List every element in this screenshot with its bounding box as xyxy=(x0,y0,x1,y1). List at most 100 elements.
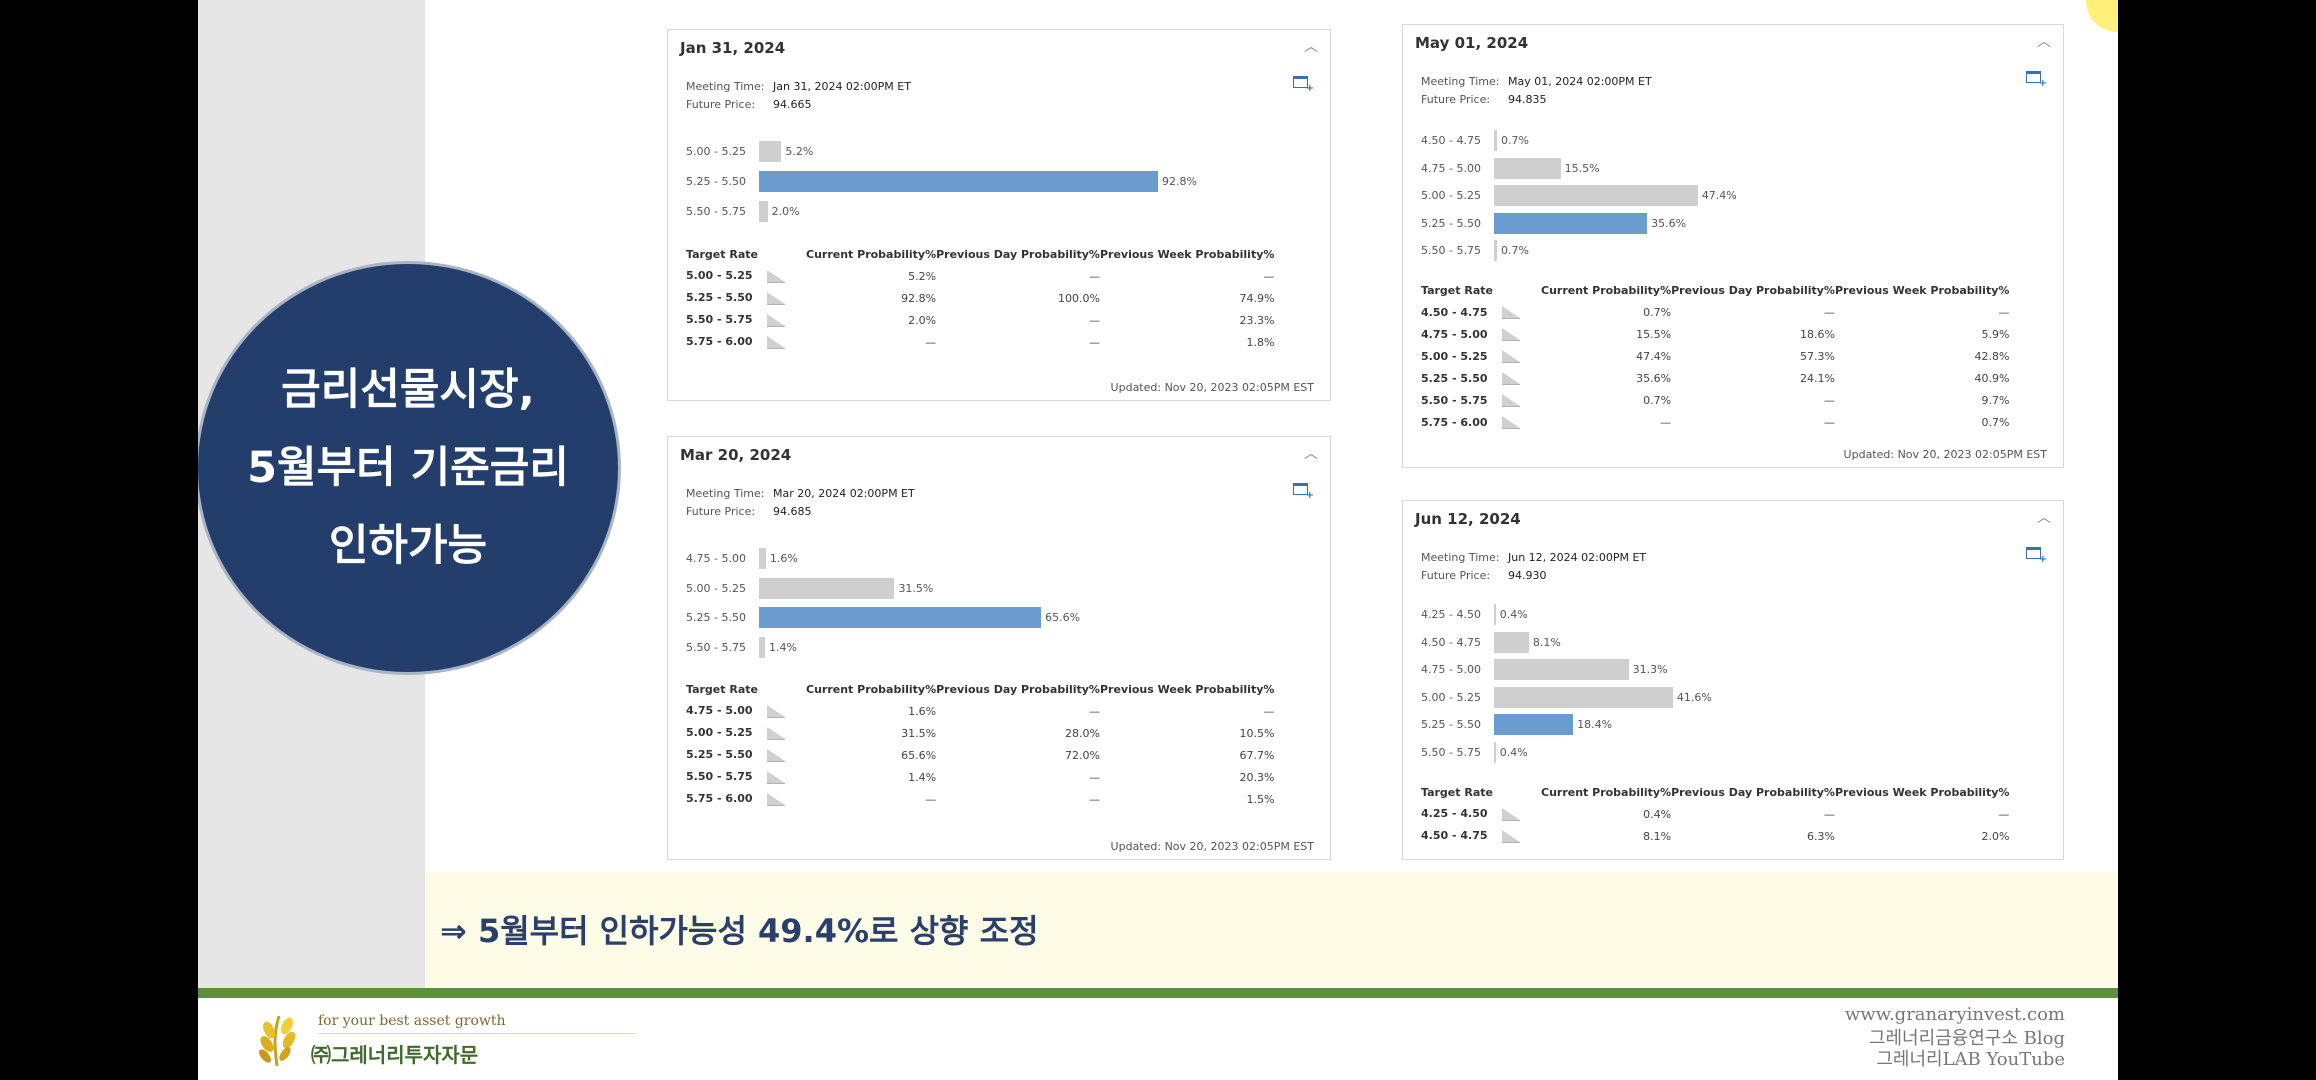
previous-week-probability-cell: 1.8% xyxy=(1246,335,1275,349)
trend-chart-icon[interactable] xyxy=(766,269,785,283)
current-probability-cell: 31.5% xyxy=(901,726,937,740)
previous-week-probability-cell: 23.3% xyxy=(1239,313,1275,327)
add-to-calendar-icon[interactable] xyxy=(1293,76,1314,94)
trend-chart-icon[interactable] xyxy=(1501,372,1520,386)
trend-chart-icon[interactable] xyxy=(1501,350,1520,364)
trend-chart-icon[interactable] xyxy=(1501,328,1520,342)
previous-day-probability-header[interactable]: Previous Day Probability% xyxy=(936,247,1100,261)
summary-note-bar: ⇒ 5월부터 인하가능성 49.4%로 상향 조정 xyxy=(425,872,2118,988)
target-rate-value: 5.50 - 5.75 xyxy=(1421,393,1488,407)
probability-table: Target Rate Current Probability% Previous … xyxy=(686,243,1274,353)
meeting-time-row: Meeting Time: Jan 31, 2024 02:00PM ET xyxy=(686,80,911,93)
bar-value-label: 0.7% xyxy=(1501,134,1529,147)
previous-day-probability-cell: — xyxy=(1088,313,1100,327)
current-probability-cell: 15.5% xyxy=(1636,328,1672,341)
updated-timestamp: Updated: Nov 20, 2023 02:05PM EST xyxy=(1110,381,1314,394)
bar-value-label: 35.6% xyxy=(1651,216,1687,230)
previous-day-probability-cell: 6.3% xyxy=(1807,829,1835,843)
trend-chart-icon[interactable] xyxy=(766,704,785,718)
add-to-calendar-icon[interactable] xyxy=(1293,483,1314,501)
wheat-logo-icon xyxy=(259,1015,296,1067)
trend-chart-icon[interactable] xyxy=(766,748,785,762)
previous-week-probability-header[interactable]: Previous Week Probability% xyxy=(1834,284,2010,297)
add-to-calendar-icon[interactable] xyxy=(2026,547,2047,565)
current-probability-header[interactable]: Current Probability% xyxy=(806,682,937,696)
trend-chart-icon[interactable] xyxy=(766,770,785,784)
target-rate-cell: 5.50 - 5.75 xyxy=(686,309,806,331)
previous-week-probability-cell: 1.5% xyxy=(1246,792,1275,806)
table-row: 5.75 - 6.00 — — 0.7% xyxy=(1421,412,2009,434)
target-rate-cell: 5.00 - 5.25 xyxy=(686,265,806,287)
trend-chart-icon[interactable] xyxy=(1501,394,1520,408)
probability-bar xyxy=(1494,157,1561,179)
trend-chart-icon[interactable] xyxy=(1501,829,1520,843)
previous-day-probability-header[interactable]: Previous Day Probability% xyxy=(1671,284,1835,297)
website-link[interactable]: www.granaryinvest.com xyxy=(1844,1004,2065,1025)
bar-value-label: 18.4% xyxy=(1577,718,1613,731)
bar-range-label: 4.75 - 5.00 xyxy=(1421,161,1481,175)
probability-bar xyxy=(759,201,768,222)
previous-week-probability-cell: 40.9% xyxy=(1974,372,2010,385)
probability-bar xyxy=(759,141,782,162)
target-rate-header[interactable]: Target Rate xyxy=(1421,785,1493,799)
trend-chart-icon[interactable] xyxy=(1501,306,1520,320)
target-rate-value: 5.50 - 5.75 xyxy=(686,313,753,327)
table-row: 5.50 - 5.75 0.7% — 9.7% xyxy=(1421,390,2009,412)
tagline-rule xyxy=(318,1033,636,1034)
previous-week-probability-cell: 9.7% xyxy=(1981,394,2010,407)
trend-chart-icon[interactable] xyxy=(766,726,785,740)
collapse-chevron-icon[interactable]: ︿ xyxy=(1304,39,1318,55)
probability-table: Target Rate Current Probability% Previous … xyxy=(1421,280,2009,434)
previous-week-probability-header[interactable]: Previous Week Probability% xyxy=(1099,682,1275,696)
previous-day-probability-cell: — xyxy=(1088,269,1100,283)
current-probability-header[interactable]: Current Probability% xyxy=(1541,284,1672,297)
probability-bar xyxy=(1494,714,1574,735)
target-rate-header[interactable]: Target Rate xyxy=(686,682,758,696)
trend-chart-icon[interactable] xyxy=(766,313,785,327)
add-to-calendar-icon[interactable] xyxy=(2026,71,2047,89)
previous-day-probability-cell: 100.0% xyxy=(1058,291,1100,305)
target-rate-header[interactable]: Target Rate xyxy=(1421,284,1493,297)
target-rate-value: 4.25 - 4.50 xyxy=(1421,807,1488,821)
target-rate-header[interactable]: Target Rate xyxy=(686,247,758,261)
meeting-time-value: Jan 31, 2024 02:00PM ET xyxy=(773,80,911,93)
previous-day-probability-header[interactable]: Previous Day Probability% xyxy=(1671,785,1835,799)
previous-week-probability-header[interactable]: Previous Week Probability% xyxy=(1834,785,2010,799)
previous-week-probability-header[interactable]: Previous Week Probability% xyxy=(1099,247,1275,261)
target-rate-cell: 4.50 - 4.75 xyxy=(1421,825,1541,847)
probability-bar xyxy=(759,636,766,658)
current-probability-header[interactable]: Current Probability% xyxy=(806,247,937,261)
collapse-chevron-icon[interactable]: ︿ xyxy=(2037,34,2051,50)
previous-week-probability-cell: 10.5% xyxy=(1239,726,1275,740)
fomc-panel-jan-31: Jan 31, 2024 ︿ Meeting Time: Jan 31, 2024 0… xyxy=(667,29,1331,401)
future-price-value: 94.835 xyxy=(1508,93,1547,106)
table-row: 5.25 - 5.50 92.8% 100.0% 74.9% xyxy=(686,287,1274,309)
youtube-link[interactable]: 그레너리LAB YouTube xyxy=(1876,1049,2065,1070)
previous-week-probability-cell: — xyxy=(1263,269,1275,283)
previous-day-probability-cell: 28.0% xyxy=(1065,726,1100,740)
target-rate-cell: 5.00 - 5.25 xyxy=(1421,346,1541,368)
bar-range-label: 5.00 - 5.25 xyxy=(686,581,746,595)
previous-day-probability-header[interactable]: Previous Day Probability% xyxy=(936,682,1100,696)
collapse-chevron-icon[interactable]: ︿ xyxy=(1304,446,1318,462)
future-price-row: Future Price: 94.685 xyxy=(686,505,812,518)
blog-link[interactable]: 그레너리금융연구소 Blog xyxy=(1868,1028,2065,1049)
table-row: 5.50 - 5.75 2.0% — 23.3% xyxy=(686,309,1274,331)
meeting-time-label: Meeting Time: xyxy=(686,80,765,93)
trend-chart-icon[interactable] xyxy=(1501,807,1520,821)
current-probability-cell: 1.4% xyxy=(908,770,937,784)
panel-title: Jan 31, 2024 xyxy=(680,39,786,57)
trend-chart-icon[interactable] xyxy=(766,792,785,806)
current-probability-cell: 0.4% xyxy=(1643,807,1672,821)
probability-bar xyxy=(1494,659,1629,680)
collapse-chevron-icon[interactable]: ︿ xyxy=(2037,510,2051,526)
meeting-time-value: May 01, 2024 02:00PM ET xyxy=(1508,75,1652,88)
target-rate-value: 4.75 - 5.00 xyxy=(1421,327,1488,341)
probability-bar xyxy=(1494,631,1529,653)
trend-chart-icon[interactable] xyxy=(766,335,785,349)
current-probability-header[interactable]: Current Probability% xyxy=(1541,785,1672,799)
trend-chart-icon[interactable] xyxy=(766,291,785,305)
trend-chart-icon[interactable] xyxy=(1501,416,1520,430)
panel-title: May 01, 2024 xyxy=(1415,34,1529,52)
meeting-time-row: Meeting Time: Mar 20, 2024 02:00PM ET xyxy=(686,487,915,500)
